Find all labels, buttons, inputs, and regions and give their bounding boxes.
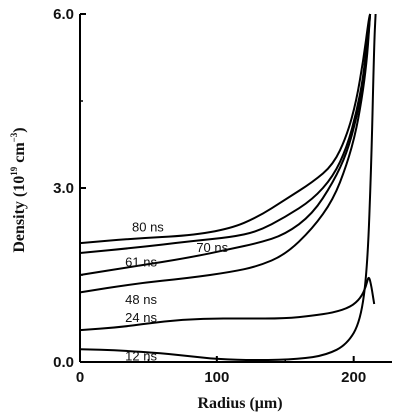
x-tick-label: 200 bbox=[341, 369, 366, 386]
series-line-70-ns bbox=[79, 13, 372, 254]
x-tick-label: 0 bbox=[76, 369, 84, 386]
x-axis-title: Radius (μm) bbox=[197, 395, 282, 412]
series-line-12-ns bbox=[79, 13, 377, 361]
series-layer bbox=[79, 13, 377, 361]
series-labels: 80 ns 70 ns 61 ns 48 ns 24 ns 12 ns bbox=[125, 220, 228, 364]
y-tick-label: 0.0 bbox=[53, 354, 74, 371]
series-line-24-ns bbox=[79, 276, 376, 332]
y-tick-label: 3.0 bbox=[53, 180, 74, 197]
series-line-61-ns bbox=[79, 13, 372, 276]
series-label: 24 ns bbox=[125, 310, 157, 325]
series-label: 80 ns bbox=[132, 220, 164, 235]
series-line-48-ns bbox=[79, 13, 372, 294]
series-label: 12 ns bbox=[125, 348, 157, 363]
series-label: 48 ns bbox=[125, 292, 157, 307]
series-line-80-ns bbox=[79, 13, 372, 245]
y-axis-title: Density (1019 cm−3) bbox=[9, 127, 28, 252]
y-tick-label: 6.0 bbox=[53, 6, 74, 23]
plot-axes: 0 100 200 0.0 3.0 6.0 bbox=[53, 6, 392, 386]
series-label: 70 ns bbox=[196, 240, 228, 255]
x-tick-label: 100 bbox=[204, 369, 229, 386]
series-label: 61 ns bbox=[125, 254, 157, 269]
